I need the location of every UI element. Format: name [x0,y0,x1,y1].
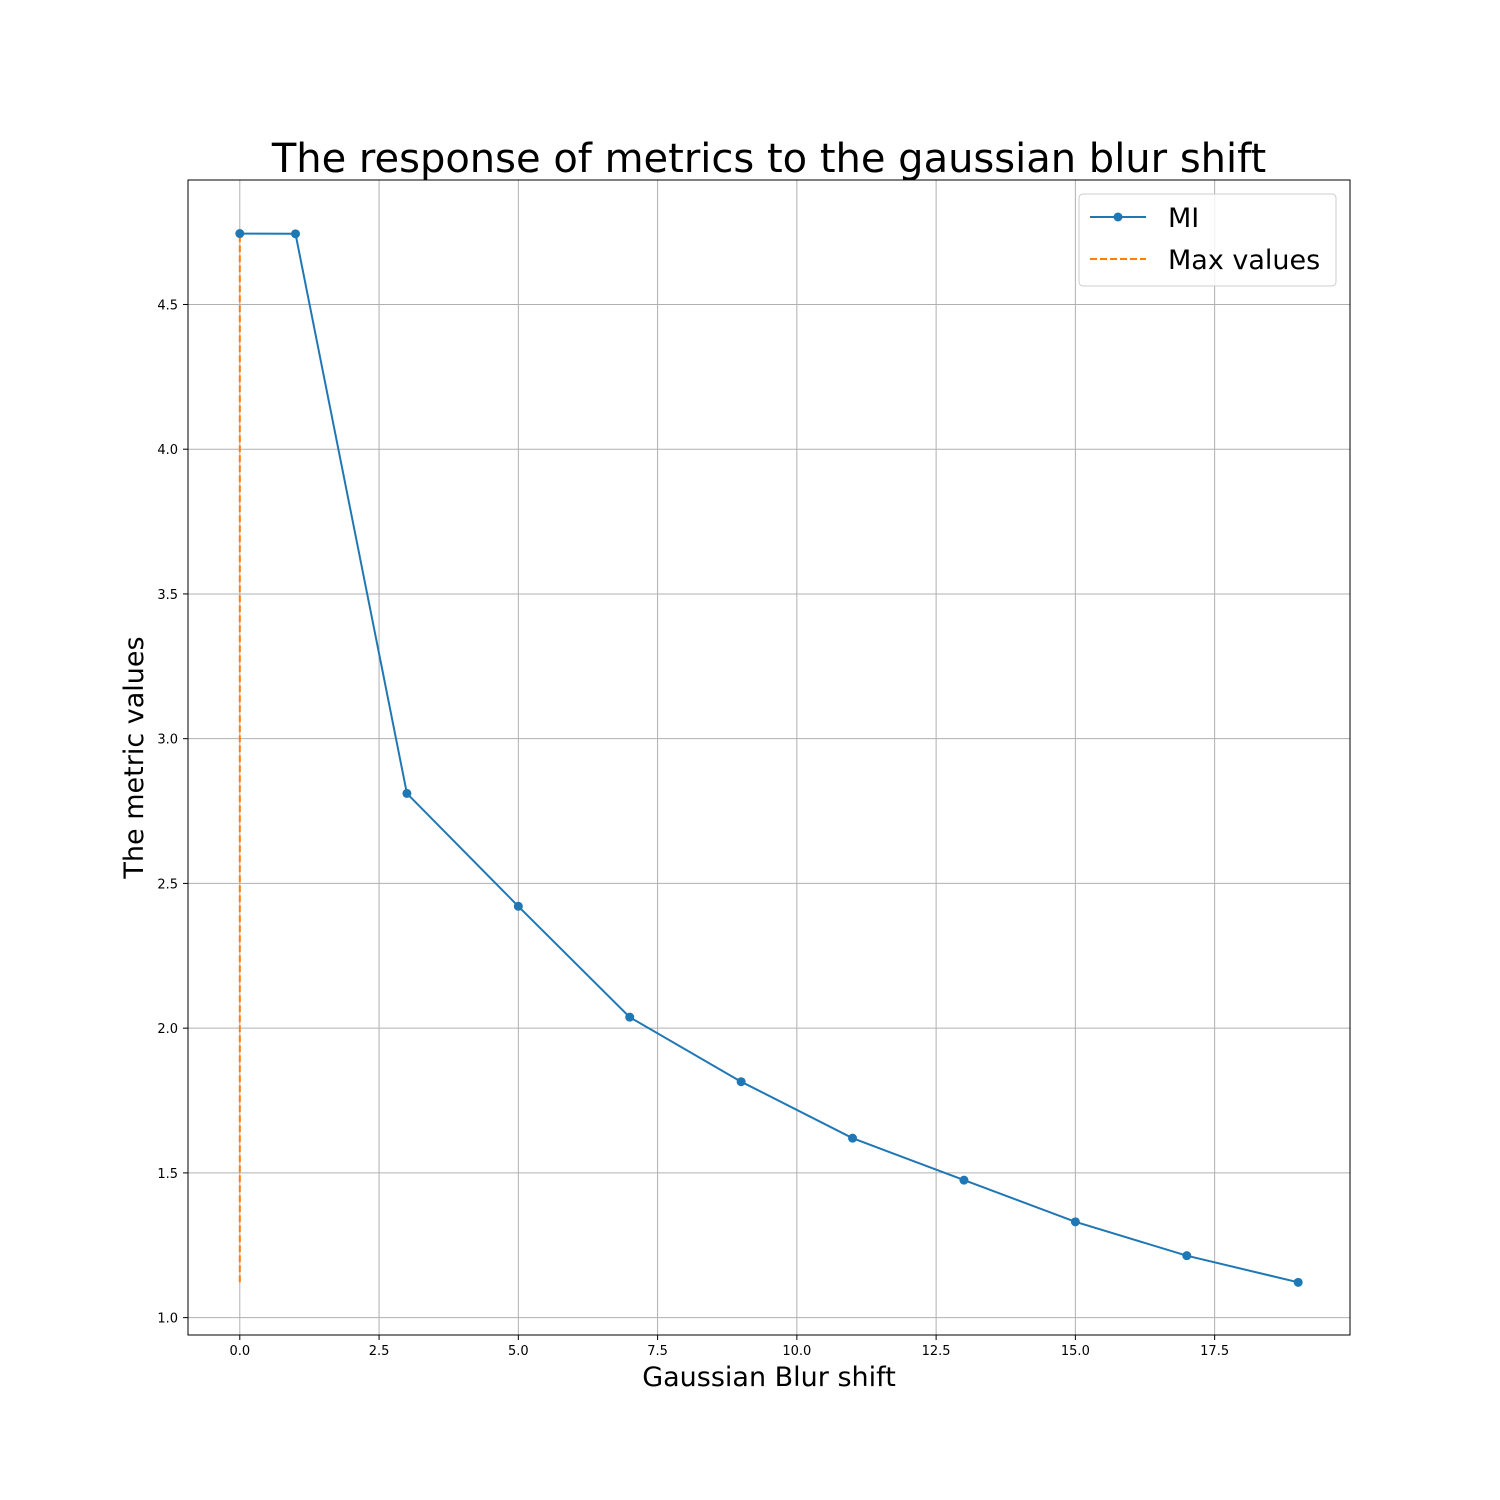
legend-max-label: Max values [1168,245,1320,276]
y-tick-label: 2.0 [157,1022,178,1037]
x-tick-label: 0.0 [229,1344,250,1359]
x-axis-label: Gaussian Blur shift [642,1362,896,1393]
x-tick-label: 15.0 [1061,1344,1090,1359]
series-mi-point [291,229,301,239]
x-tick-label: 17.5 [1200,1344,1229,1359]
series-mi-point [959,1175,969,1185]
series-mi-point [736,1077,746,1087]
y-tick-label: 1.0 [157,1312,178,1327]
series-mi-point [625,1012,635,1022]
series-mi-point [235,229,245,239]
y-tick-label: 3.0 [157,733,178,748]
y-tick-label: 2.5 [157,877,178,892]
legend: MI Max values [1078,193,1337,287]
series-mi-point [513,901,523,911]
x-tick-label: 5.0 [508,1344,529,1359]
series-mi-point [1293,1277,1303,1287]
series-mi-point [402,788,412,798]
plot-frame [187,179,1351,1336]
x-tick-label: 12.5 [922,1344,951,1359]
x-tick-label: 7.5 [647,1344,668,1359]
y-tick-label: 3.5 [157,588,178,603]
x-tick-label: 2.5 [369,1344,390,1359]
series-mi-point [848,1133,858,1143]
legend-mi-marker [1113,212,1123,222]
y-tick-label: 4.5 [157,298,178,313]
y-tick-label: 1.5 [157,1167,178,1182]
series-mi-point [1182,1251,1192,1261]
y-tick-label: 4.0 [157,443,178,458]
series-layer [235,229,1303,1287]
grid [188,180,1350,1335]
x-tick-label: 10.0 [782,1344,811,1359]
chart-title: The response of metrics to the gaussian … [271,136,1266,182]
y-axis-label: The metric values [119,636,150,879]
legend-mi-label: MI [1168,203,1199,234]
ticks: 0.0 2.5 5.0 7.5 10.0 12.5 15.0 17.5 1.0 1.5 2.0 2.5… [157,298,1229,1359]
series-mi-point [1070,1217,1080,1227]
